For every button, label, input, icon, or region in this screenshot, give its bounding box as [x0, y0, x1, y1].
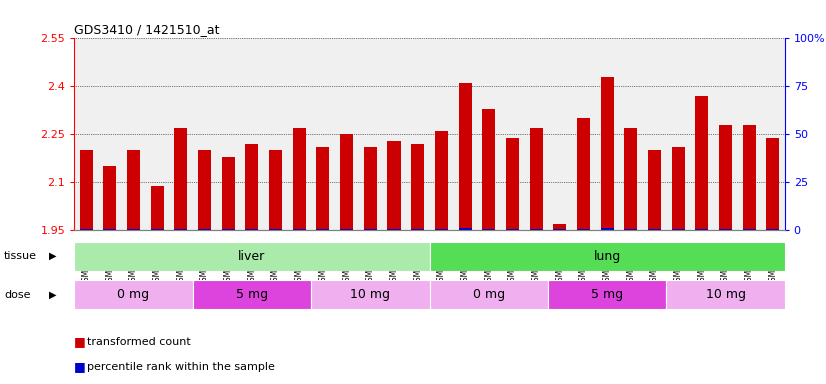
- Bar: [174, 128, 188, 230]
- Bar: [74, 280, 192, 309]
- Text: 5 mg: 5 mg: [591, 288, 623, 301]
- Text: ▶: ▶: [49, 290, 56, 300]
- Bar: [411, 144, 425, 230]
- Bar: [245, 144, 259, 230]
- Bar: [174, 228, 188, 230]
- Text: tissue: tissue: [4, 251, 37, 261]
- Bar: [482, 229, 496, 230]
- Bar: [387, 229, 401, 230]
- Text: 10 mg: 10 mg: [705, 288, 746, 301]
- Bar: [311, 280, 430, 309]
- Bar: [292, 229, 306, 230]
- Bar: [458, 228, 472, 230]
- Bar: [434, 229, 448, 230]
- Bar: [743, 229, 756, 230]
- Bar: [150, 229, 164, 230]
- Bar: [363, 147, 377, 230]
- Bar: [577, 229, 590, 230]
- Bar: [292, 128, 306, 230]
- Bar: [340, 228, 354, 230]
- Bar: [269, 151, 282, 230]
- Bar: [577, 118, 590, 230]
- Bar: [743, 125, 756, 230]
- Bar: [719, 125, 732, 230]
- Text: lung: lung: [594, 250, 620, 263]
- Bar: [548, 280, 667, 309]
- Bar: [363, 229, 377, 230]
- Bar: [672, 229, 685, 230]
- Text: ■: ■: [74, 360, 86, 373]
- Bar: [430, 280, 548, 309]
- Bar: [150, 185, 164, 230]
- Bar: [221, 229, 235, 230]
- Bar: [529, 128, 543, 230]
- Bar: [192, 280, 311, 309]
- Bar: [624, 229, 638, 230]
- Bar: [553, 229, 567, 230]
- Bar: [127, 151, 140, 230]
- Bar: [529, 229, 543, 230]
- Bar: [482, 109, 496, 230]
- Bar: [506, 137, 519, 230]
- Text: dose: dose: [4, 290, 31, 300]
- Bar: [672, 147, 685, 230]
- Bar: [695, 228, 709, 230]
- Bar: [667, 280, 785, 309]
- Bar: [387, 141, 401, 230]
- Text: percentile rank within the sample: percentile rank within the sample: [87, 362, 274, 372]
- Bar: [434, 131, 448, 230]
- Bar: [221, 157, 235, 230]
- Bar: [74, 242, 430, 271]
- Bar: [79, 151, 93, 230]
- Bar: [601, 228, 614, 230]
- Bar: [767, 137, 780, 230]
- Bar: [411, 229, 425, 230]
- Bar: [316, 147, 330, 230]
- Text: GDS3410 / 1421510_at: GDS3410 / 1421510_at: [74, 23, 220, 36]
- Bar: [103, 166, 116, 230]
- Bar: [553, 224, 567, 230]
- Bar: [340, 134, 354, 230]
- Bar: [458, 83, 472, 230]
- Bar: [648, 151, 661, 230]
- Text: 0 mg: 0 mg: [472, 288, 505, 301]
- Text: 5 mg: 5 mg: [236, 288, 268, 301]
- Bar: [316, 229, 330, 230]
- Bar: [245, 228, 259, 230]
- Bar: [430, 242, 785, 271]
- Bar: [695, 96, 709, 230]
- Text: liver: liver: [239, 250, 265, 263]
- Text: ■: ■: [74, 335, 86, 348]
- Bar: [648, 229, 661, 230]
- Bar: [79, 229, 93, 230]
- Bar: [719, 229, 732, 230]
- Bar: [767, 229, 780, 230]
- Text: transformed count: transformed count: [87, 337, 191, 347]
- Text: 0 mg: 0 mg: [117, 288, 150, 301]
- Bar: [103, 229, 116, 230]
- Bar: [198, 151, 211, 230]
- Text: ▶: ▶: [49, 251, 56, 261]
- Bar: [624, 128, 638, 230]
- Bar: [198, 228, 211, 230]
- Bar: [506, 229, 519, 230]
- Bar: [269, 229, 282, 230]
- Text: 10 mg: 10 mg: [350, 288, 391, 301]
- Bar: [127, 229, 140, 230]
- Bar: [601, 77, 614, 230]
